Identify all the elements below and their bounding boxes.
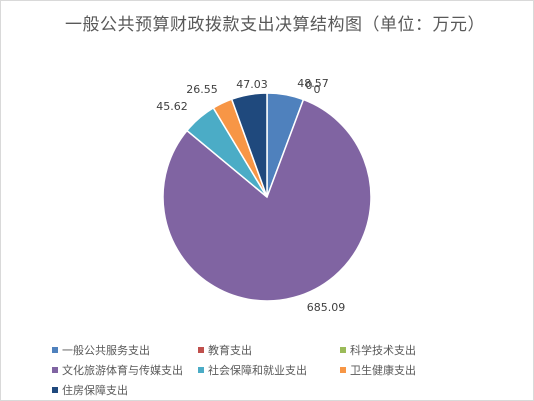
chart-title: 一般公共预算财政拨款支出决算结构图（单位：万元） <box>65 15 485 35</box>
legend-swatch <box>340 347 346 353</box>
data-label-4: 685.09 <box>307 301 346 314</box>
data-label-7: 47.03 <box>236 78 268 91</box>
data-label-3: 0 <box>306 79 313 92</box>
legend-item-7: 住房保障支出 <box>52 382 128 398</box>
legend-label: 文化旅游体育与传媒支出 <box>62 364 183 377</box>
legend-swatch <box>52 347 58 353</box>
legend-swatch <box>198 347 204 353</box>
legend-swatch <box>198 367 204 373</box>
legend-label: 住房保障支出 <box>62 384 128 397</box>
legend-label: 教育支出 <box>208 344 252 357</box>
pie-slice-4 <box>162 98 372 302</box>
pie-slice-7 <box>230 92 268 198</box>
legend-label: 科学技术支出 <box>350 344 416 357</box>
legend-label: 卫生健康支出 <box>350 364 416 377</box>
legend-swatch <box>52 387 58 393</box>
data-label-6: 26.55 <box>186 83 218 96</box>
legend-swatch <box>52 367 58 373</box>
legend-item-6: 卫生健康支出 <box>340 362 416 378</box>
data-label-2: 0 <box>314 83 321 96</box>
legend-item-1: 一般公共服务支出 <box>52 342 150 358</box>
legend-label: 一般公共服务支出 <box>62 344 150 357</box>
legend-item-2: 教育支出 <box>198 342 252 358</box>
legend-item-5: 社会保障和就业支出 <box>198 362 307 378</box>
legend-swatch <box>340 367 346 373</box>
legend-item-4: 文化旅游体育与传媒支出 <box>52 362 183 378</box>
data-label-5: 45.62 <box>156 100 188 113</box>
legend-item-3: 科学技术支出 <box>340 342 416 358</box>
legend-label: 社会保障和就业支出 <box>208 364 307 377</box>
data-label-1: 48.57 <box>297 77 329 90</box>
